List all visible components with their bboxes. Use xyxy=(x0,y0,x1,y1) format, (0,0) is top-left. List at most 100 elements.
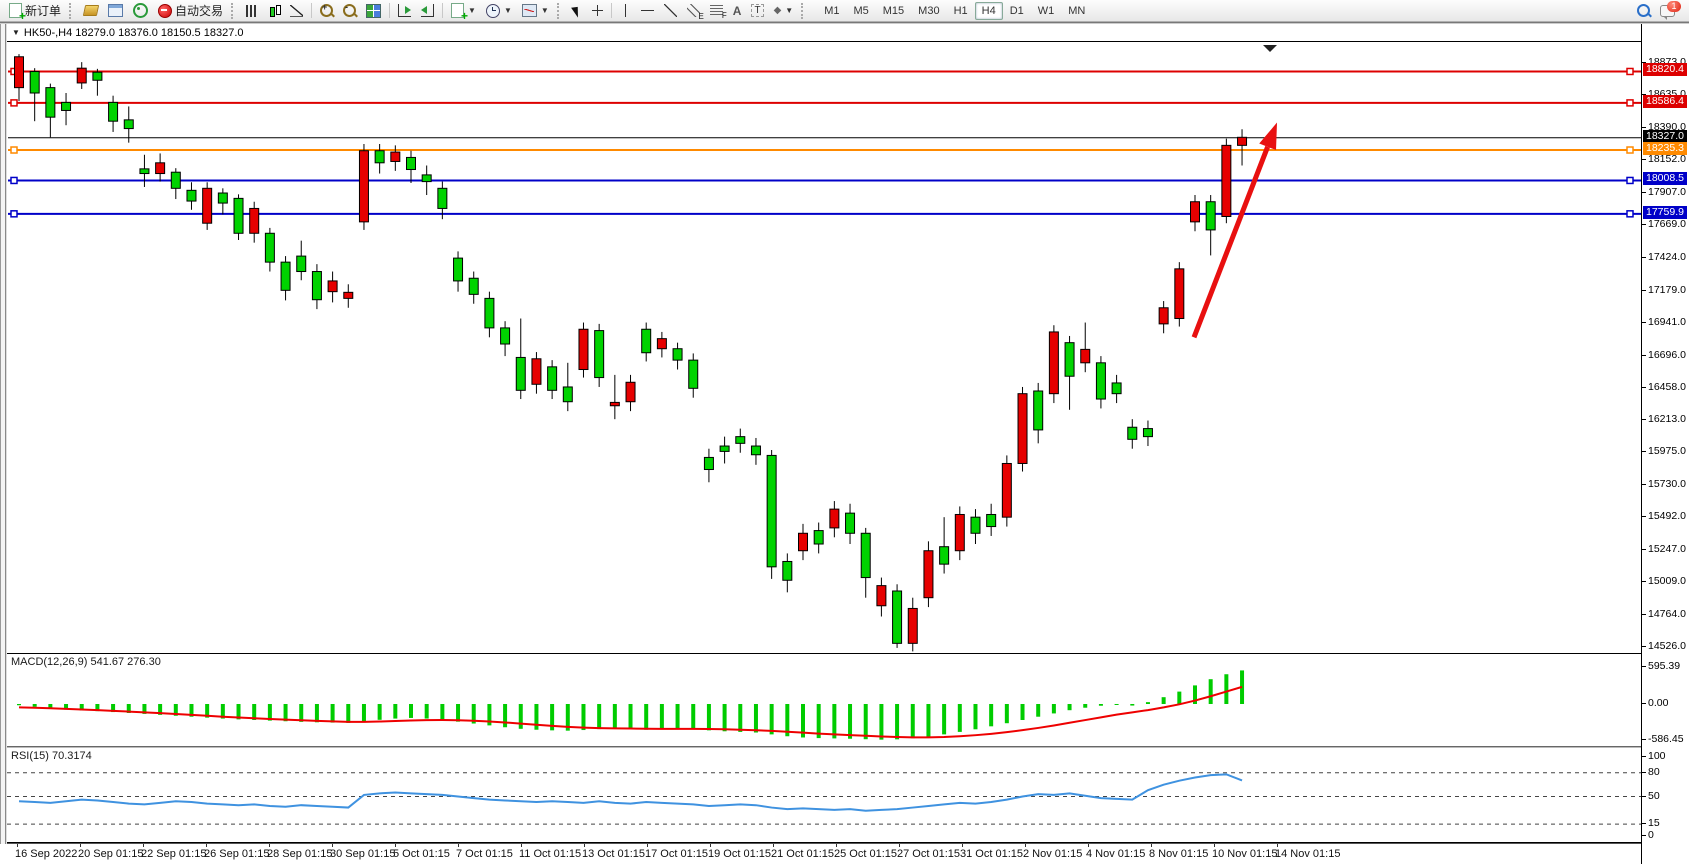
axis-tick: 595.39 xyxy=(1642,660,1689,672)
candle-body xyxy=(1142,428,1153,438)
time-label: 25 Oct 01:15 xyxy=(834,848,897,860)
toolbar-separator xyxy=(389,3,391,18)
time-label: 26 Sep 01:15 xyxy=(204,848,270,860)
candle-body xyxy=(500,327,511,345)
auto-trading-button[interactable]: 自动交易 xyxy=(154,0,227,21)
axis-tick: 0 xyxy=(1642,829,1689,841)
candle-body xyxy=(468,277,479,295)
zoom-in-button[interactable]: + xyxy=(316,0,337,21)
channel-button[interactable]: E xyxy=(683,0,704,21)
candlestick-button[interactable] xyxy=(264,0,284,21)
auto-trading-icon xyxy=(158,3,173,18)
candle-body xyxy=(688,359,699,389)
macd-bar xyxy=(1177,691,1182,704)
hline-handle xyxy=(1626,99,1634,107)
tf-M15[interactable]: M15 xyxy=(882,4,905,17)
tile-windows-icon xyxy=(366,3,382,18)
bar-chart-button[interactable] xyxy=(242,0,262,21)
window-left-edge xyxy=(0,24,7,844)
axis-tick: 80 xyxy=(1642,766,1689,778)
main-chart-panel[interactable] xyxy=(7,41,1641,654)
axis-tick: 17907.0 xyxy=(1642,186,1689,198)
candle-body xyxy=(264,232,275,263)
candle-body xyxy=(594,330,605,379)
zoom-out-button[interactable]: - xyxy=(339,0,360,21)
macd-bar xyxy=(628,704,633,730)
candle-body xyxy=(515,356,526,391)
macd-bar xyxy=(565,704,570,731)
text-button[interactable]: A xyxy=(729,0,746,21)
time-label: 7 Oct 01:15 xyxy=(456,848,513,860)
macd-bar xyxy=(863,704,868,740)
rsi-panel[interactable]: RSI(15) 70.3174 xyxy=(7,748,1641,843)
shapes-button[interactable]: ◆ ▼ xyxy=(770,0,798,21)
tf-H1[interactable]: H1 xyxy=(953,4,968,17)
templates-button[interactable]: ▼ xyxy=(518,0,553,21)
new-order-label: 新订单 xyxy=(25,4,62,18)
trendline-icon xyxy=(663,4,677,17)
macd-panel[interactable]: MACD(12,26,9) 541.67 276.30 xyxy=(7,654,1641,748)
macd-bar xyxy=(220,704,225,719)
horizontal-line-button[interactable] xyxy=(637,0,658,21)
candle-body xyxy=(750,445,761,456)
tf-M5[interactable]: M5 xyxy=(853,4,869,17)
candle-body xyxy=(139,168,150,175)
candle-body xyxy=(1190,201,1200,223)
axis-tick: 14526.0 xyxy=(1642,640,1689,652)
macd-bar xyxy=(377,704,382,720)
toolbar-grip xyxy=(69,2,76,19)
tf-W1[interactable]: W1 xyxy=(1037,4,1055,17)
axis-tick: 16213.0 xyxy=(1642,413,1689,425)
time-tick xyxy=(206,844,207,847)
line-chart-button[interactable] xyxy=(286,0,307,21)
vertical-line-button[interactable] xyxy=(616,0,635,21)
text-label-button[interactable]: T xyxy=(747,0,767,21)
auto-scroll-button[interactable] xyxy=(394,0,415,21)
price-badge: 17759.9 xyxy=(1643,205,1687,219)
candle-body xyxy=(907,607,918,644)
trendline-button[interactable] xyxy=(660,0,681,21)
axis-tick: 15975.0 xyxy=(1642,445,1689,457)
crosshair-button[interactable] xyxy=(588,0,607,21)
chart-title-bar[interactable]: ▼ HK50-,H4 18279.0 18376.0 18150.5 18327… xyxy=(8,24,1640,41)
macd-bar xyxy=(142,704,147,714)
shift-marker xyxy=(1263,45,1277,52)
profiles-button[interactable] xyxy=(80,0,102,21)
macd-bar xyxy=(644,704,649,730)
tf-H4[interactable]: H4 xyxy=(974,1,1003,20)
candle-body xyxy=(1017,393,1028,464)
periods-button[interactable]: ▼ xyxy=(482,0,516,21)
tf-M1[interactable]: M1 xyxy=(824,4,840,17)
new-chart-button[interactable]: ▼ xyxy=(447,0,480,23)
crosshair-icon xyxy=(591,5,603,16)
chart-window-button[interactable] xyxy=(104,0,127,21)
macd-bar xyxy=(346,704,351,723)
macd-bar xyxy=(79,704,84,711)
search-icon[interactable] xyxy=(1637,4,1650,17)
candle-body xyxy=(578,328,589,371)
tf-M30[interactable]: M30 xyxy=(918,4,940,17)
time-label: 31 Oct 01:15 xyxy=(960,848,1023,860)
time-label: 13 Oct 01:15 xyxy=(582,848,645,860)
time-tick xyxy=(395,844,396,847)
time-axis[interactable]: 16 Sep 2022 20 Sep 01:15 22 Sep 01:15 26 Se… xyxy=(7,843,1641,864)
auto-trading-label: 自动交易 xyxy=(175,4,224,18)
cursor-button[interactable] xyxy=(568,0,586,21)
candle-body xyxy=(390,151,401,162)
signals-icon xyxy=(133,3,149,18)
tf-D1[interactable]: D1 xyxy=(1009,4,1024,17)
tile-windows-button[interactable] xyxy=(362,0,385,21)
tf-MN[interactable]: MN xyxy=(1068,4,1086,17)
macd-bar xyxy=(361,704,366,722)
signals-button[interactable] xyxy=(129,0,152,21)
price-axis[interactable]: 18873.018635.018390.018152.017907.017669… xyxy=(1641,24,1689,864)
axis-tick: 18152.0 xyxy=(1642,153,1689,165)
new-order-button[interactable]: 新订单 xyxy=(5,0,65,23)
candle-body xyxy=(14,56,24,89)
candle-body xyxy=(123,119,134,130)
chat-icon[interactable]: 1 xyxy=(1660,0,1681,20)
fibonacci-button[interactable]: F xyxy=(706,0,727,21)
chart-shift-button[interactable] xyxy=(417,0,438,21)
vertical-line-icon xyxy=(624,4,626,17)
macd-bar xyxy=(1145,702,1150,704)
